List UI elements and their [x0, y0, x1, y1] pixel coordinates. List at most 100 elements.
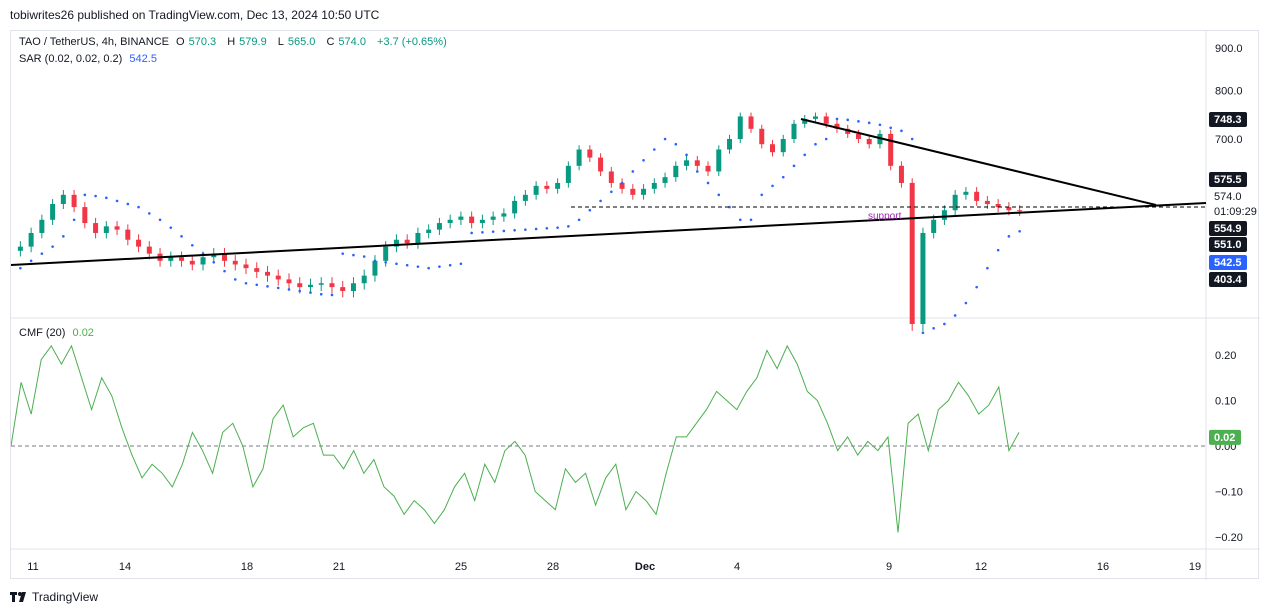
tradingview-icon: [10, 592, 26, 602]
price-tag-label: 403.4: [1214, 274, 1242, 286]
cmf-tick-label: 0.10: [1215, 396, 1236, 408]
sar-dot: [51, 245, 54, 248]
time-tick-label: 12: [975, 561, 987, 573]
sar-dot: [642, 159, 645, 162]
legend-close: C 574.0: [326, 36, 366, 48]
time-tick-label: 16: [1097, 561, 1109, 573]
candle-body: [383, 246, 389, 261]
candle-body: [114, 226, 120, 230]
sar-dot: [567, 225, 570, 228]
sar-dot: [986, 266, 989, 270]
sar-dot: [599, 199, 602, 203]
price-tag-box: [1209, 221, 1247, 236]
time-tick-label: 14: [119, 561, 131, 573]
cmf-label: CMF (20): [19, 327, 66, 339]
sar-dot: [889, 126, 892, 130]
price-legend: TAO / TetherUS, 4h, BINANCE O 570.3 H 579.…: [19, 36, 451, 48]
chart-canvas[interactable]: support 900.0 800.0 700.0 748.3 575.5 574.0 01:…: [11, 31, 1260, 580]
candle-body: [565, 165, 571, 183]
support-label: support: [868, 211, 902, 222]
sar-dot: [373, 259, 377, 263]
sar-dot: [83, 193, 87, 197]
sar-dot: [481, 230, 484, 234]
price-tag-label: 542.5: [1214, 257, 1242, 269]
candle-body: [340, 287, 346, 292]
sar-dot: [835, 117, 839, 121]
sar-dot: [502, 229, 506, 233]
candle-body: [759, 128, 765, 145]
sar-dot: [932, 327, 935, 330]
tradingview-logo[interactable]: TradingView: [10, 590, 98, 604]
candle-body: [28, 232, 34, 247]
time-tick-label: 9: [886, 561, 892, 573]
sar-dot: [309, 291, 312, 294]
sar-dot: [524, 228, 527, 231]
candle-body: [93, 223, 99, 233]
sar-dot: [803, 153, 807, 157]
cmf-value-tag-box: [1209, 429, 1241, 445]
candle-body: [812, 116, 818, 119]
candle-body: [82, 207, 88, 224]
sar-dot: [695, 170, 699, 173]
sar-dot: [577, 218, 581, 222]
candle-body: [533, 185, 539, 195]
price-tag-label: 574.0: [1214, 191, 1242, 203]
candle-body: [168, 257, 174, 261]
sar-dot: [706, 181, 710, 185]
price-tag-label: 748.3: [1214, 114, 1242, 126]
price-tick-label: 700.0: [1215, 134, 1243, 146]
price-tag-box: [1209, 237, 1247, 252]
cmf-value: 0.02: [72, 327, 94, 339]
cmf-series-line: [11, 344, 1020, 533]
sar-dot: [857, 120, 860, 123]
sar-dot: [1018, 229, 1021, 233]
sar-dot: [266, 285, 269, 288]
candle-body: [995, 203, 1001, 208]
sar-dot: [448, 263, 452, 267]
sar-dot: [1007, 235, 1011, 238]
ascending-trendline: [11, 202, 1207, 266]
sar-dot: [921, 331, 925, 334]
legend-low: L 565.0: [277, 36, 316, 48]
candle-body: [941, 210, 947, 220]
candle-body: [372, 260, 378, 276]
time-tick-label: 18: [241, 561, 253, 573]
price-tick-label: 900.0: [1215, 43, 1243, 55]
sar-dot: [653, 148, 656, 151]
candle-body: [1017, 210, 1023, 212]
sar-dot: [427, 266, 430, 270]
sar-dot: [459, 262, 463, 266]
sar-dot: [588, 208, 592, 212]
sar-dot: [674, 142, 678, 146]
candle-body: [71, 194, 77, 208]
sar-dot: [910, 137, 914, 141]
candle-body: [60, 194, 66, 204]
candle-body: [963, 191, 969, 195]
candle-body: [544, 185, 550, 189]
sar-dot: [341, 252, 345, 255]
candle-body: [909, 182, 915, 324]
candle-body: [404, 239, 410, 244]
candle-body: [479, 219, 485, 224]
candle-body: [393, 239, 399, 247]
sar-dot: [717, 193, 721, 197]
candle-body: [952, 194, 958, 211]
sar-label: SAR (0.02, 0.02, 0.2): [19, 53, 123, 65]
candle-body: [834, 123, 840, 129]
candle-body: [576, 149, 582, 166]
candle-body: [727, 139, 733, 150]
time-tick-label: Dec: [635, 561, 655, 573]
candle-body: [974, 191, 980, 201]
candle-body: [802, 118, 808, 124]
cmf-tick-label: 0.20: [1215, 350, 1236, 362]
candle-body: [641, 188, 647, 195]
sar-dot: [545, 227, 549, 230]
candle-body: [125, 229, 131, 240]
sar-dot: [610, 190, 613, 194]
candle-body: [350, 283, 356, 292]
sar-dot: [212, 260, 216, 264]
sar-dot: [964, 301, 968, 305]
sar-dot: [900, 129, 903, 133]
sar-dot: [137, 205, 140, 209]
sar-dot: [29, 259, 33, 263]
